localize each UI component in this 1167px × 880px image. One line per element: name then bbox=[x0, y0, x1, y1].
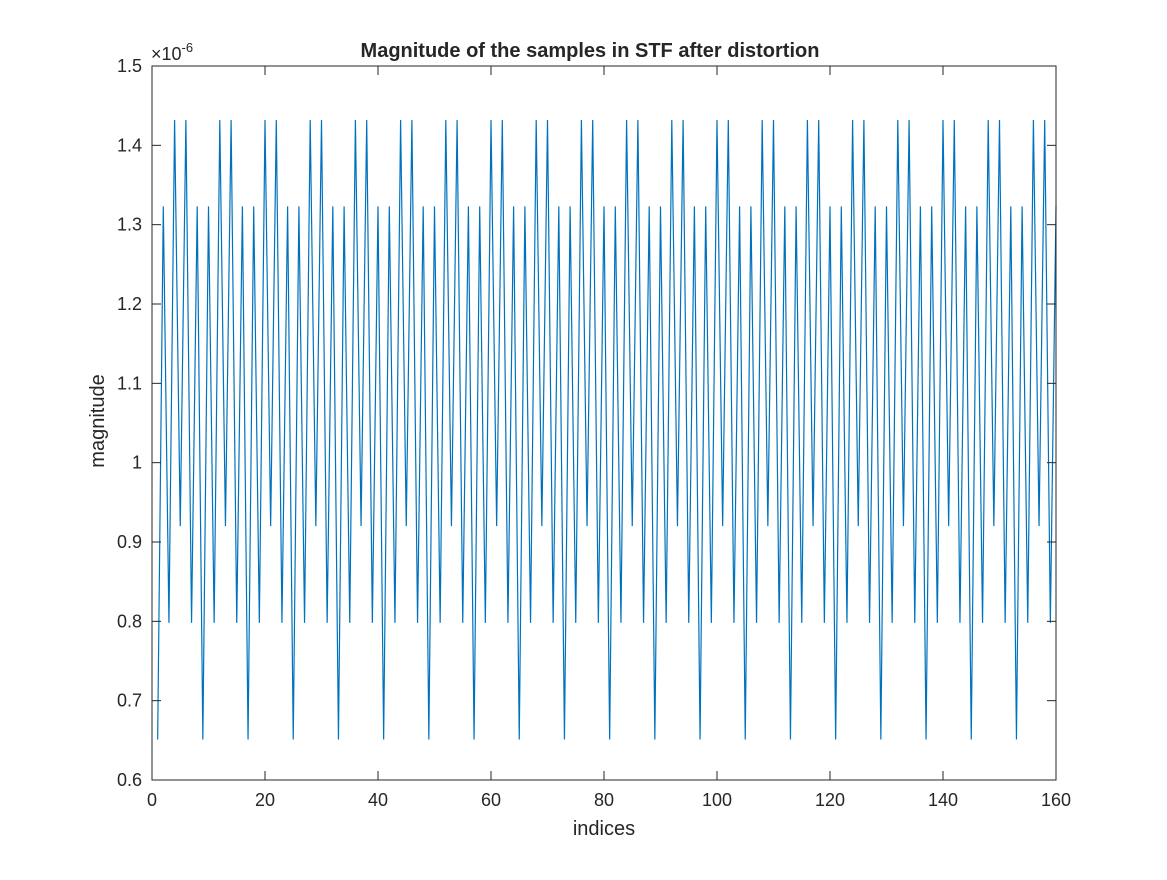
x-tick-label: 160 bbox=[1041, 790, 1071, 810]
chart-title: Magnitude of the samples in STF after di… bbox=[361, 40, 820, 62]
y-tick-label: 0.8 bbox=[117, 611, 142, 631]
y-tick-label: 0.7 bbox=[117, 691, 142, 711]
x-tick-label: 0 bbox=[147, 790, 157, 810]
y-exponent-power: -6 bbox=[182, 40, 194, 55]
x-axis-label: indices bbox=[573, 818, 635, 840]
y-tick-label: 1.1 bbox=[117, 373, 142, 393]
x-tick-label: 120 bbox=[815, 790, 845, 810]
y-tick-label: 1.5 bbox=[117, 56, 142, 76]
y-tick-label: 1.2 bbox=[117, 294, 142, 314]
x-tick-label: 60 bbox=[481, 790, 501, 810]
x-tick-label: 140 bbox=[928, 790, 958, 810]
x-tick-label: 100 bbox=[702, 790, 732, 810]
x-tick-label: 40 bbox=[368, 790, 388, 810]
y-tick-label: 1 bbox=[132, 453, 142, 473]
y-tick-label: 0.9 bbox=[117, 532, 142, 552]
y-tick-label: 1.4 bbox=[117, 135, 142, 155]
y-axis-label: magnitude bbox=[87, 374, 109, 467]
plot-background bbox=[152, 66, 1056, 780]
y-exponent-base: ×10 bbox=[151, 44, 182, 64]
y-tick-label: 1.3 bbox=[117, 215, 142, 235]
x-tick-label: 20 bbox=[255, 790, 275, 810]
plot-area bbox=[152, 66, 1056, 780]
x-tick-label: 80 bbox=[594, 790, 614, 810]
y-tick-label: 0.6 bbox=[117, 770, 142, 790]
